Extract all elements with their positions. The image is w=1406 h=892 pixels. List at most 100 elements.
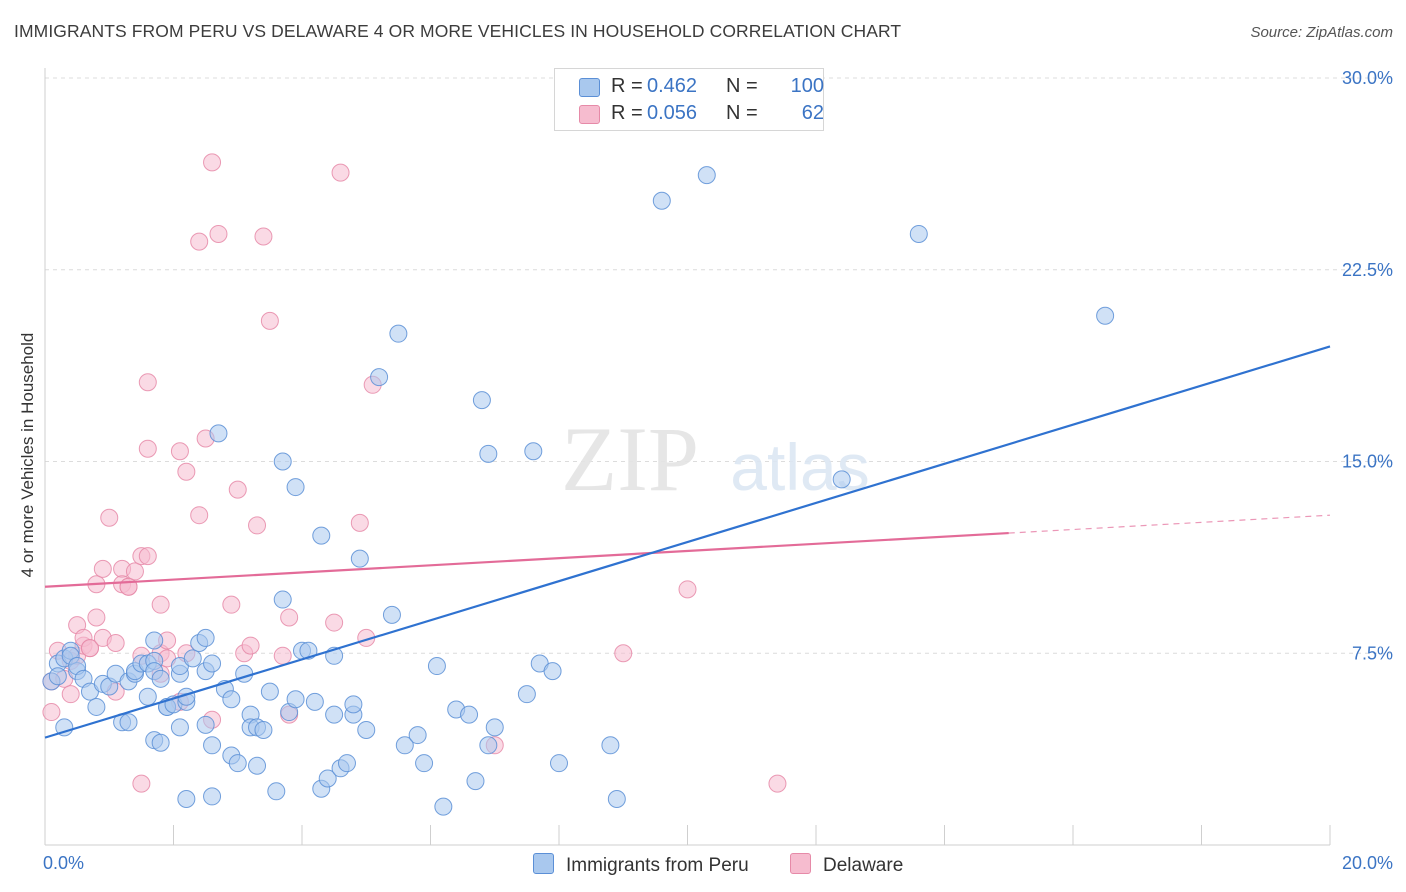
delaware-points <box>42 153 787 793</box>
peru-point <box>434 797 453 816</box>
peru-point <box>909 224 928 243</box>
legend-n-label: N = <box>726 75 758 97</box>
y-tick-label: 15.0% <box>1342 452 1393 472</box>
peru-point <box>485 718 504 737</box>
delaware-point <box>280 608 299 627</box>
legend-r-value: 0.056 <box>647 102 698 124</box>
delaware-point <box>177 462 196 481</box>
peru-swatch-icon <box>533 853 554 874</box>
delaware-point <box>678 580 697 599</box>
delaware-point <box>138 439 157 458</box>
legend-n-value: 100 <box>790 75 824 97</box>
delaware-point <box>254 227 273 246</box>
peru-swatch-icon <box>579 78 600 97</box>
watermark-atlas: atlas <box>730 430 869 504</box>
peru-point <box>427 657 446 676</box>
peru-point <box>466 772 485 791</box>
peru-point <box>1096 306 1115 325</box>
peru-point <box>517 685 536 704</box>
delaware-point <box>331 163 350 182</box>
peru-point <box>273 590 292 609</box>
delaware-trend-extension <box>1008 514 1331 534</box>
peru-point <box>832 470 851 489</box>
correlation-legend: R = 0.462 N = 100 R = 0.056 N = 62 <box>554 68 824 131</box>
peru-point <box>222 690 241 709</box>
peru-point <box>305 692 324 711</box>
peru-point <box>550 754 568 773</box>
peru-point <box>350 549 369 568</box>
peru-point <box>55 718 74 737</box>
delaware-point <box>273 646 292 665</box>
peru-point <box>312 526 331 545</box>
peru-point <box>138 687 157 706</box>
peru-point <box>248 756 267 775</box>
peru-trend-line <box>44 345 1331 739</box>
peru-points <box>42 166 1115 816</box>
peru-point <box>382 605 401 624</box>
peru-point <box>209 424 228 443</box>
delaware-point <box>190 506 209 525</box>
delaware-point <box>87 608 106 627</box>
peru-point <box>415 754 434 773</box>
delaware-swatch-icon <box>790 853 811 874</box>
peru-point <box>357 720 376 739</box>
delaware-point <box>170 442 189 461</box>
peru-point <box>601 736 620 755</box>
peru-point <box>524 442 543 461</box>
peru-point <box>607 789 626 808</box>
peru-point <box>196 628 215 647</box>
delaware-point <box>209 224 228 243</box>
legend-n-value: 62 <box>801 102 824 124</box>
peru-point <box>119 713 138 732</box>
peru-point <box>325 705 344 724</box>
peru-point <box>203 736 222 755</box>
peru-point <box>652 191 671 210</box>
delaware-point <box>151 595 170 614</box>
delaware-point <box>350 513 369 532</box>
delaware-point <box>203 153 222 172</box>
legend-r-label: R = <box>611 102 643 124</box>
peru-point <box>273 452 292 471</box>
grid-lines <box>45 77 1392 654</box>
legend-label-delaware: Delaware <box>823 855 904 876</box>
peru-point <box>479 736 498 755</box>
peru-point <box>151 669 170 688</box>
watermark: ZIP atlas <box>561 408 870 510</box>
watermark-zip: ZIP <box>561 408 699 510</box>
peru-point <box>145 631 164 650</box>
y-axis-label: 4 or more Vehicles in Household <box>18 332 37 578</box>
legend-r-label: R = <box>611 75 643 97</box>
delaware-point <box>61 685 80 704</box>
delaware-point <box>42 703 61 722</box>
delaware-point <box>325 613 344 632</box>
delaware-point <box>100 508 119 527</box>
peru-point <box>254 720 273 739</box>
peru-point <box>286 690 305 709</box>
delaware-point <box>138 547 157 566</box>
peru-point <box>472 391 491 410</box>
trend-lines <box>44 345 1331 739</box>
peru-point <box>318 769 337 788</box>
delaware-point <box>228 480 247 499</box>
peru-point <box>203 787 222 806</box>
x-tick-label: 20.0% <box>1342 853 1393 873</box>
peru-point <box>87 697 106 716</box>
source-label: Source: ZipAtlas.com <box>1250 24 1393 41</box>
delaware-point <box>222 595 241 614</box>
legend-item-peru: Immigrants from Peru <box>533 853 749 877</box>
peru-point <box>203 654 222 673</box>
tick-labels: 7.5% 15.0% 22.5% 30.0% 0.0% 20.0% <box>43 68 1393 873</box>
peru-point <box>228 754 247 773</box>
delaware-point <box>248 516 267 535</box>
peru-point <box>170 718 189 737</box>
delaware-point <box>768 774 787 793</box>
peru-point <box>344 695 363 714</box>
delaware-point <box>106 634 125 653</box>
legend-label-peru: Immigrants from Peru <box>566 855 749 876</box>
delaware-point <box>614 644 633 663</box>
peru-point <box>183 649 202 668</box>
peru-point <box>267 782 286 801</box>
delaware-trend-line <box>44 531 1009 588</box>
legend-n-label: N = <box>726 102 758 124</box>
